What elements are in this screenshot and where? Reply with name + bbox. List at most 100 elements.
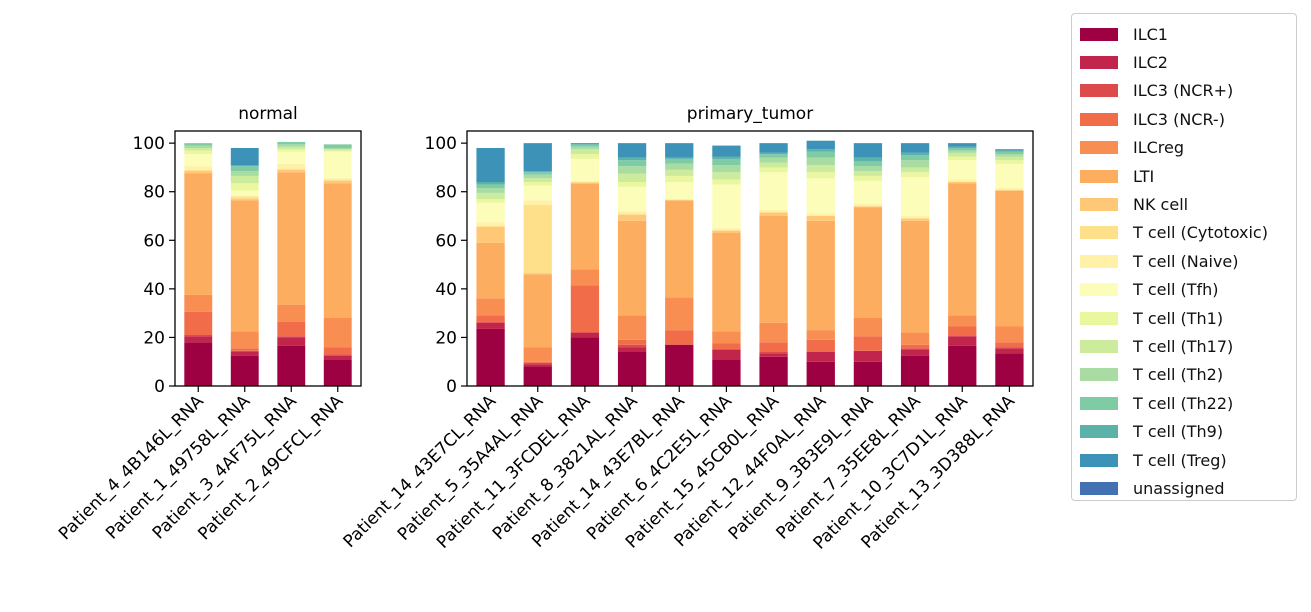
bar-segment (523, 362, 552, 365)
bar-segment (230, 165, 259, 167)
bar-segment (948, 179, 977, 182)
bar-segment (759, 172, 788, 210)
bar-segment (277, 304, 306, 322)
legend-label: ILC2 (1133, 53, 1168, 73)
bar-segment (277, 168, 306, 170)
bar-segment (617, 220, 647, 316)
bar-segment (995, 160, 1024, 164)
bar-segment (995, 348, 1024, 354)
y-tick-label: 100 (133, 134, 165, 154)
bar-segment (230, 175, 259, 184)
bar-segment (323, 179, 352, 181)
bar-segment (570, 285, 600, 333)
bar-segment (184, 342, 213, 386)
bar-segment (617, 186, 647, 212)
bar-segment (900, 143, 930, 153)
bar-segment (277, 151, 306, 164)
bar-segment (665, 330, 694, 345)
bar-segment (523, 182, 552, 186)
bar-segment (230, 171, 259, 176)
bar-segment (570, 332, 600, 338)
legend-swatch (1080, 481, 1118, 495)
bar-segment (759, 212, 788, 216)
y-tick-label: 0 (446, 377, 457, 397)
bar-segment (617, 173, 647, 182)
y-tick-label: 20 (143, 328, 165, 348)
bar-segment (900, 355, 930, 386)
bar-segment (712, 228, 741, 231)
bar-segment (476, 225, 505, 227)
bar-segment (995, 353, 1024, 386)
bar-segment (230, 350, 259, 352)
y-tick-label: 40 (435, 280, 457, 300)
bar-segment (617, 213, 647, 215)
bar-segment (853, 143, 883, 158)
bar-segment (948, 160, 977, 180)
bar-segment (523, 205, 552, 274)
bar-segment (759, 216, 788, 323)
bar-segment (184, 150, 213, 155)
bar-segment (523, 178, 552, 182)
bar-segment (665, 344, 694, 386)
bar-segment (712, 343, 741, 350)
y-tick-label: 40 (143, 280, 165, 300)
bar-segment (948, 156, 977, 161)
bar-segment (230, 199, 259, 201)
bar-segment (184, 154, 213, 167)
bar-segment (900, 349, 930, 356)
bar-segment (617, 347, 647, 352)
bar-segment (476, 199, 505, 203)
bar-segment (900, 152, 930, 156)
bar-segment (523, 174, 552, 179)
bar-segment (617, 160, 647, 167)
axes-frame (174, 130, 362, 387)
legend-label: NK cell (1133, 195, 1189, 215)
bar-segment (853, 161, 883, 167)
bar-segment (806, 165, 835, 173)
bar-segment (759, 353, 788, 357)
bar-segment (759, 209, 788, 213)
bar-segment (665, 169, 694, 176)
legend-swatch (1080, 84, 1118, 98)
bar-segment (995, 150, 1024, 152)
legend-label: unassigned (1133, 478, 1225, 498)
bar-segment (759, 157, 788, 163)
bar-segment (617, 211, 647, 214)
bar-segment (184, 335, 213, 337)
bar-segment (665, 157, 694, 159)
bar-segment (523, 361, 552, 363)
panel-title: primary_tumor (687, 104, 813, 124)
chart-legend: ILC1 ILC2 ILC3 (NCR+) ILC3 (NCR-) ILCreg LTI N… (1071, 13, 1297, 501)
bar-segment (476, 242, 505, 299)
bar-segment (184, 143, 213, 146)
legend-label: ILC3 (NCR+) (1133, 81, 1234, 101)
bar-segment (184, 169, 213, 172)
bar-segment (995, 190, 1024, 327)
bar-segment (230, 195, 259, 197)
bar-segment (476, 202, 505, 223)
bar-segment (995, 154, 1024, 157)
bar-segment (184, 171, 213, 174)
bar-segment (712, 359, 741, 386)
legend-item: LTI (1080, 162, 1296, 190)
bar-segment (476, 328, 505, 386)
bar-segment (323, 355, 352, 360)
bar-segment (277, 172, 306, 305)
bar-segment (617, 352, 647, 386)
bar-segment (277, 144, 306, 147)
legend-label: LTI (1133, 166, 1155, 186)
bar-segment (570, 158, 600, 181)
bar-segment (806, 216, 835, 221)
bar-segment (277, 345, 306, 386)
bar-segment (184, 173, 213, 295)
bar-segment (853, 318, 883, 337)
y-tick-label: 20 (435, 328, 457, 348)
bar-segment (712, 165, 741, 173)
bar-segment (665, 200, 694, 298)
bar-segment (323, 347, 352, 355)
bar-segment (853, 166, 883, 172)
bar-segment (617, 166, 647, 174)
bar-segment (476, 226, 505, 243)
bar-segment (277, 321, 306, 337)
